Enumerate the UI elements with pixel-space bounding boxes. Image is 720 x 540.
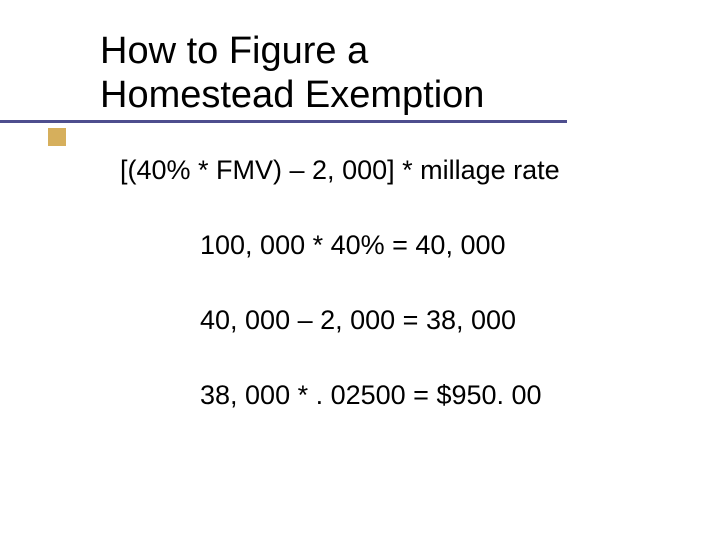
calculation-step-2: 40, 000 – 2, 000 = 38, 000	[120, 305, 680, 336]
title-underline	[0, 120, 567, 123]
title-line-1: How to Figure a	[100, 30, 680, 74]
calculation-step-1: 100, 000 * 40% = 40, 000	[120, 230, 680, 261]
title-block: How to Figure a Homestead Exemption	[100, 30, 680, 117]
formula-text: [(40% * FMV) – 2, 000] * millage rate	[120, 155, 680, 186]
content-area: [(40% * FMV) – 2, 000] * millage rate 10…	[100, 155, 680, 411]
calculation-step-3: 38, 000 * . 02500 = $950. 00	[120, 380, 680, 411]
title-line-2: Homestead Exemption	[100, 74, 680, 118]
bullet-accent-icon	[48, 128, 66, 146]
slide-container: How to Figure a Homestead Exemption [(40…	[0, 0, 720, 540]
